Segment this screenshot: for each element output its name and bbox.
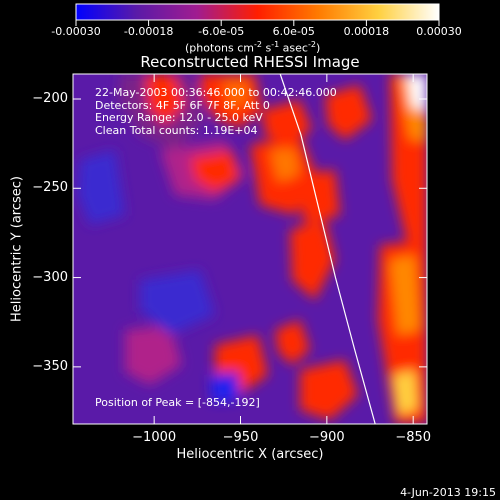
- heatmap-region: [325, 85, 372, 140]
- heatmap-region: [275, 320, 310, 365]
- colorbar-tick-label: -6.0e-05: [198, 25, 245, 38]
- heatmap-region: [390, 255, 420, 335]
- colorbar: [75, 3, 440, 26]
- heatmap-region: [270, 148, 300, 182]
- colorbar-tick-label: -0.00018: [123, 25, 174, 38]
- colorbar-tick-label: 6.0e-05: [272, 25, 315, 38]
- colorbar-tick-label: -0.00030: [51, 25, 101, 38]
- solar-limb-line: [279, 74, 376, 424]
- x-tick-label: −900: [308, 430, 345, 445]
- heatmap-region: [78, 150, 125, 225]
- x-tick-label: −850: [395, 430, 432, 445]
- colorbar-scale: [75, 3, 440, 21]
- info-total-counts: Clean Total counts: 1.19E+04: [95, 123, 258, 137]
- y-tick-label: −350: [32, 358, 68, 374]
- heatmap-image: [73, 74, 427, 424]
- heatmap-region: [295, 170, 340, 225]
- heatmap-region: [125, 325, 182, 385]
- peak-position-label: Position of Peak = [-854,-192]: [95, 396, 260, 409]
- colorbar-tick-label: 0.00030: [416, 25, 462, 38]
- timestamp-footer: 4-Jun-2013 19:15: [400, 486, 496, 499]
- chart-title: Reconstructed RHESSI Image: [140, 53, 360, 71]
- y-tick-label: −300: [32, 269, 68, 285]
- colorbar-tick-label: 0.00018: [343, 25, 390, 38]
- heatmap-region: [210, 372, 240, 402]
- heatmap-region: [140, 270, 215, 335]
- heatmap-region: [393, 370, 418, 415]
- observation-info: 22-May-2003 00:36:46.000 to 00:42:46.000…: [95, 86, 337, 137]
- colorbar-unit-label: (photons cm-2 s-1 asec-2): [185, 40, 321, 55]
- y-tick-label: −250: [32, 180, 68, 196]
- info-energy-range: Energy Range: 12.0 - 25.0 keV: [95, 111, 263, 124]
- info-time-range: 22-May-2003 00:36:46.000 to 00:42:46.000: [95, 86, 337, 99]
- heatmap-region: [407, 74, 427, 110]
- x-tick-label: −1000: [132, 430, 177, 445]
- heatmap-region: [145, 74, 185, 125]
- heatmap-region: [262, 100, 312, 145]
- plot-frame: [72, 73, 428, 425]
- heatmap-region: [300, 360, 358, 420]
- heatmap-region: [222, 80, 250, 110]
- heatmap-region: [290, 220, 335, 300]
- x-axis-label: Heliocentric X (arcsec): [176, 447, 324, 462]
- y-tick-label: −200: [32, 91, 68, 106]
- y-axis-label: Heliocentric Y (arcsec): [9, 176, 25, 322]
- x-tick-label: −950: [222, 430, 259, 445]
- info-detectors: Detectors: 4F 5F 6F 7F 8F, Att 0: [95, 98, 270, 112]
- heatmap-region: [190, 150, 240, 192]
